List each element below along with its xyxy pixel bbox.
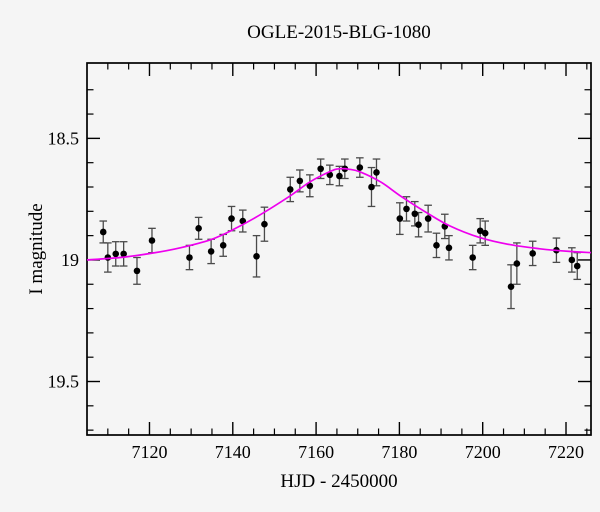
plot-frame [86,62,592,436]
data-point [120,250,127,258]
data-point [195,225,202,232]
data-point [415,221,422,228]
data-point [104,254,112,261]
y-axis-label: I magnitude [26,203,47,294]
model-curve-path [86,167,592,261]
x-tick-label: 7200 [465,442,501,462]
data-point [261,220,268,228]
data-point [99,228,107,236]
data-point [424,215,432,222]
y-tick-label: 19 [61,250,79,270]
data-point [148,237,156,244]
data-point [133,267,141,275]
data-point [239,217,247,225]
data-point [469,254,477,261]
data-point [433,242,440,249]
x-tick-label: 7140 [215,442,251,462]
data-point [396,215,404,222]
data-points [99,164,581,290]
data-point [411,210,419,218]
data-point [476,227,484,235]
data-point [481,229,489,237]
data-point [373,169,380,176]
data-point [112,250,120,258]
data-point [207,248,215,255]
data-point [445,244,453,252]
data-point [296,177,304,185]
x-tick-label: 7220 [548,442,584,462]
frame-rect [86,62,592,436]
tick-labels: 7120 7140 7160 7180 7200 7220 18.5 19 19.5 [48,128,585,462]
y-tick-label: 19.5 [48,372,80,392]
x-axis-label: HJD - 2450000 [280,471,397,492]
data-point [186,254,193,261]
y-tick-label: 18.5 [48,128,80,148]
data-point [573,262,581,270]
data-point [356,164,364,171]
x-tick-label: 7160 [298,442,334,462]
x-tick-label: 7180 [381,442,417,462]
data-point [368,183,375,191]
data-point [228,215,235,222]
data-point [336,172,343,180]
data-point [317,165,324,173]
data-point [507,283,515,290]
data-point [568,256,576,264]
x-tick-label: 7120 [131,442,167,462]
data-point [253,252,260,260]
data-point [219,242,227,249]
data-point [306,182,314,190]
data-point [529,250,536,257]
data-point [286,186,294,193]
axis-ticks [87,63,591,435]
data-point [403,205,410,213]
chart-title: OGLE-2015-BLG-1080 [247,22,431,43]
data-point [513,260,521,267]
model-curve [86,167,592,261]
